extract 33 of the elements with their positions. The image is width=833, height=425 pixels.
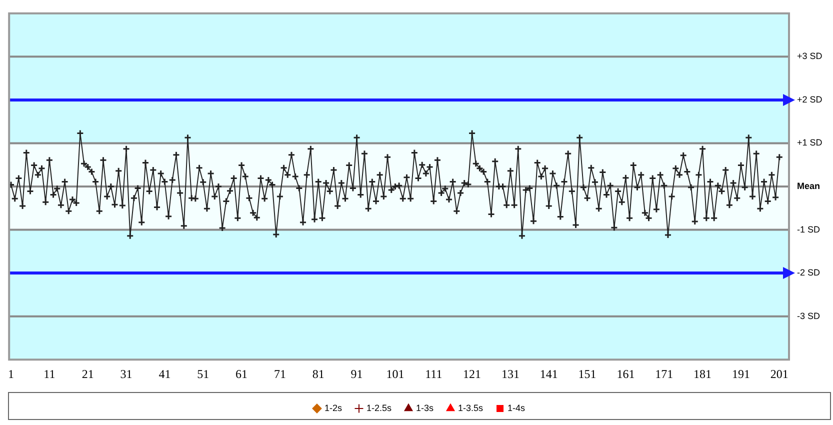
x-tick-label: 181	[694, 366, 712, 381]
x-tick-label: 101	[386, 366, 404, 381]
x-tick-label: 171	[655, 366, 674, 381]
x-tick-label: 21	[82, 366, 94, 381]
x-tick-label: 31	[120, 366, 132, 381]
legend-label: 1-2s	[324, 402, 342, 413]
y-tick-label: Mean	[797, 180, 820, 191]
x-tick-label: 131	[501, 366, 520, 381]
ref-line-label: -2 SD	[797, 268, 821, 278]
x-tick-label: 191	[732, 366, 750, 381]
x-tick-label: 51	[197, 366, 210, 381]
x-tick-label: 111	[425, 366, 442, 381]
legend-label: 1-3s	[416, 402, 434, 413]
legend-label: 1-2.5s	[366, 402, 392, 413]
x-tick-label: 81	[312, 366, 324, 381]
y-tick-label: +3 SD	[797, 51, 823, 62]
x-tick-label: 11	[44, 366, 56, 381]
y-tick-label: -3 SD	[797, 310, 821, 321]
x-tick-label: 201	[770, 366, 788, 381]
ref-line-label: +2 SD	[797, 94, 823, 104]
x-tick-label: 41	[158, 366, 171, 381]
x-tick-label: 91	[350, 366, 363, 381]
x-tick-label: 151	[578, 366, 596, 381]
y-tick-label: -1 SD	[797, 224, 821, 234]
x-tick-label: 61	[236, 366, 248, 381]
x-tick-label: 71	[274, 366, 286, 381]
y-tick-label: +1 SD	[797, 138, 823, 148]
legend-label: 1-4s	[508, 402, 526, 413]
x-tick-label: 161	[616, 366, 635, 381]
x-tick-label: 141	[540, 366, 558, 381]
legend-label: 1-3.5s	[458, 402, 484, 413]
x-tick-label: 1	[8, 366, 14, 381]
x-tick-label: 121	[463, 366, 482, 381]
